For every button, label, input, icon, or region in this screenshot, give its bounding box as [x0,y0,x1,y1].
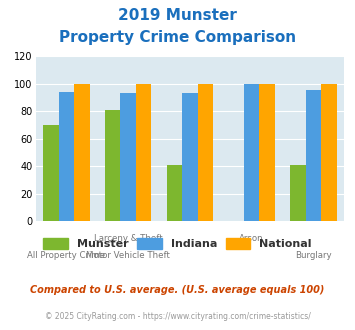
Text: Burglary: Burglary [295,251,332,260]
Bar [321,83,337,221]
Bar [120,93,136,221]
Bar [198,83,213,221]
Bar [244,83,260,221]
Legend: Munster, Indiana, National: Munster, Indiana, National [39,233,316,253]
Bar [105,110,120,221]
Bar [136,83,151,221]
Bar [182,93,198,221]
Text: Arson: Arson [239,234,264,243]
Text: Motor Vehicle Theft: Motor Vehicle Theft [86,251,170,260]
Bar [306,90,321,221]
Text: All Property Crime: All Property Crime [27,251,105,260]
Text: Compared to U.S. average. (U.S. average equals 100): Compared to U.S. average. (U.S. average … [30,285,325,295]
Bar [59,92,74,221]
Bar [74,83,89,221]
Text: © 2025 CityRating.com - https://www.cityrating.com/crime-statistics/: © 2025 CityRating.com - https://www.city… [45,312,310,321]
Text: Larceny & Theft: Larceny & Theft [94,234,163,243]
Bar [260,83,275,221]
Text: Property Crime Comparison: Property Crime Comparison [59,30,296,45]
Bar [167,165,182,221]
Bar [43,125,59,221]
Text: 2019 Munster: 2019 Munster [118,8,237,23]
Bar [290,165,306,221]
